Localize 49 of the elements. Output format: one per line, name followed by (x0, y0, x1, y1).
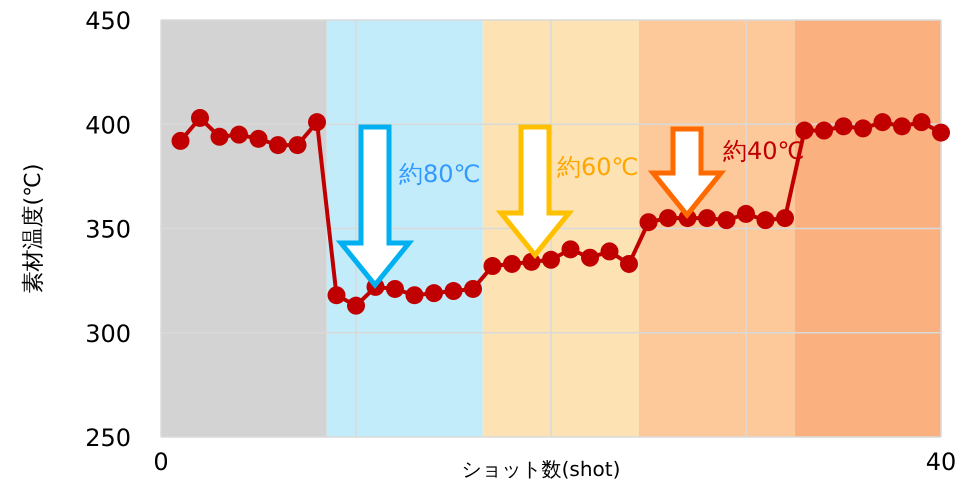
x-axis-title: ショット数(shot) (462, 457, 620, 481)
point (484, 257, 502, 276)
point (425, 284, 443, 302)
point (834, 117, 852, 136)
point (932, 124, 950, 142)
point (874, 113, 892, 132)
point (503, 254, 521, 273)
y-tick-label: 350 (85, 216, 131, 244)
point (269, 136, 287, 154)
point (620, 254, 638, 273)
point (522, 252, 540, 271)
point (854, 119, 872, 138)
point (347, 296, 365, 315)
point (756, 211, 774, 230)
point (230, 126, 248, 144)
point (288, 136, 306, 154)
point (386, 280, 404, 298)
y-tick-label: 250 (85, 424, 131, 452)
point (250, 130, 268, 148)
point (191, 108, 209, 127)
point (406, 286, 424, 304)
annotation: 約80℃ (399, 160, 480, 188)
x-tick-label: 40 (926, 448, 956, 476)
annotation: 約60℃ (557, 153, 638, 181)
point (776, 209, 794, 228)
point (640, 213, 658, 232)
point (796, 122, 814, 140)
point (893, 117, 911, 136)
x-tick-label: 0 (153, 448, 169, 476)
point (444, 282, 462, 300)
point (718, 211, 736, 230)
point (659, 209, 677, 228)
point (328, 286, 346, 304)
point (464, 280, 482, 298)
y-axis-title: 素材温度(℃) (21, 164, 46, 294)
point (912, 113, 930, 132)
point (562, 240, 580, 258)
point (698, 209, 716, 228)
point (210, 128, 228, 146)
point (581, 248, 599, 267)
y-tick-label: 300 (85, 320, 131, 348)
point (737, 204, 755, 223)
point (172, 132, 190, 150)
y-tick-label: 450 (85, 7, 131, 35)
y-tick-label: 400 (85, 111, 131, 140)
point (308, 113, 326, 132)
point (600, 242, 618, 260)
point (542, 250, 560, 269)
point (815, 122, 833, 140)
